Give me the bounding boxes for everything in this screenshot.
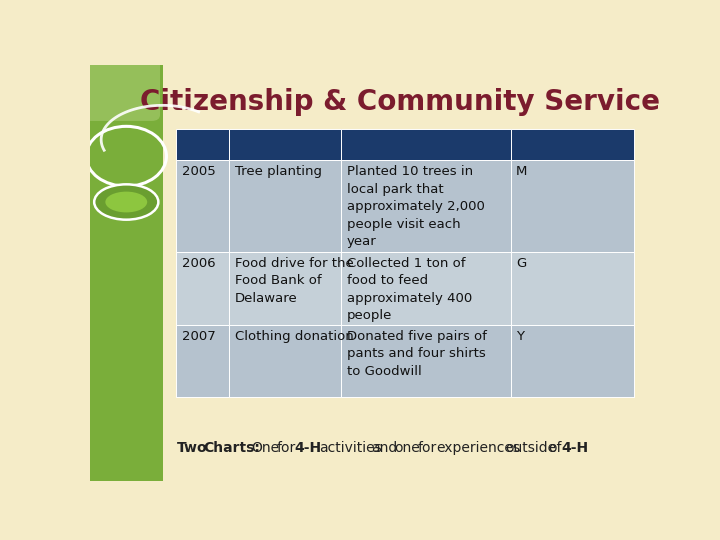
Ellipse shape [105,192,147,212]
FancyBboxPatch shape [229,129,341,160]
Text: Charts:: Charts: [204,441,261,455]
FancyBboxPatch shape [176,252,229,325]
Text: for: for [418,441,437,455]
Text: Involvement: Involvement [516,137,619,152]
Text: Size/Scope: Size/Scope [347,137,436,152]
FancyBboxPatch shape [510,129,634,160]
Text: 2005: 2005 [182,165,216,178]
Text: Y: Y [516,329,524,343]
Text: for: for [276,441,295,455]
FancyBboxPatch shape [229,325,341,397]
Text: 4-H: 4-H [562,441,589,455]
Text: Clothing donation: Clothing donation [235,329,354,343]
FancyBboxPatch shape [81,58,160,121]
Text: Citizenship & Community Service: Citizenship & Community Service [140,87,660,116]
Text: Two: Two [176,441,207,455]
Text: 2006: 2006 [182,257,216,270]
FancyBboxPatch shape [176,129,229,160]
Text: of: of [548,441,562,455]
FancyBboxPatch shape [90,65,163,481]
Text: Planted 10 trees in
local park that
approximately 2,000
people visit each
year: Planted 10 trees in local park that appr… [347,165,485,248]
FancyBboxPatch shape [341,325,510,397]
Text: and: and [371,441,397,455]
Text: one: one [395,441,420,455]
Text: G: G [516,257,526,270]
Text: Collected 1 ton of
food to feed
approximately 400
people: Collected 1 ton of food to feed approxim… [347,257,472,322]
Text: Food drive for the
Food Bank of
Delaware: Food drive for the Food Bank of Delaware [235,257,354,305]
FancyBboxPatch shape [176,160,229,252]
Ellipse shape [94,184,158,220]
FancyBboxPatch shape [341,160,510,252]
FancyBboxPatch shape [510,325,634,397]
FancyBboxPatch shape [510,160,634,252]
Text: Activity: Activity [235,137,298,152]
Text: M: M [516,165,528,178]
Text: Tree planting: Tree planting [235,165,322,178]
Text: experiences: experiences [436,441,521,455]
FancyBboxPatch shape [510,252,634,325]
FancyBboxPatch shape [341,252,510,325]
Text: outside: outside [505,441,556,455]
FancyBboxPatch shape [176,325,229,397]
FancyBboxPatch shape [229,252,341,325]
Text: 2007: 2007 [182,329,216,343]
Text: activities: activities [319,441,382,455]
Text: Year: Year [182,137,218,152]
Text: 4-H: 4-H [294,441,322,455]
Text: One: One [251,441,279,455]
FancyBboxPatch shape [341,129,510,160]
Text: Donated five pairs of
pants and four shirts
to Goodwill: Donated five pairs of pants and four shi… [347,329,487,377]
FancyBboxPatch shape [229,160,341,252]
